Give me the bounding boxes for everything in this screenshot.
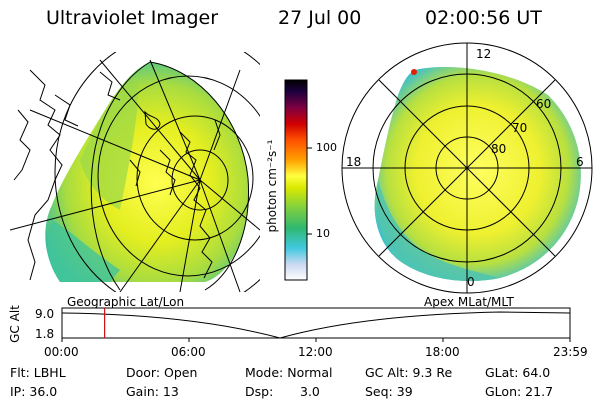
mlat-tick-70: 70 — [512, 121, 528, 135]
mlt-tick-0: 0 — [467, 275, 475, 289]
time-tick-1200: 12:00 — [298, 345, 333, 359]
status-gain: Gain: 13 — [126, 384, 179, 399]
status-seq: Seq: 39 — [365, 384, 413, 399]
apex-auroral-image — [374, 67, 581, 282]
colorbar-tick-100: 100 — [316, 141, 337, 154]
colorbar-unit-label: photon cm⁻²s⁻¹ — [265, 139, 279, 233]
colorbar — [284, 79, 312, 281]
status-filter: Flt: LBHL — [10, 365, 66, 380]
status-ip: IP: 36.0 — [10, 384, 58, 399]
mlt-tick-12: 12 — [476, 47, 492, 61]
mlat-tick-60: 60 — [536, 97, 552, 111]
altitude-ymin: 1.8 — [35, 327, 55, 341]
mlt-tick-18: 18 — [346, 155, 362, 169]
status-mode: Mode: Normal — [245, 365, 333, 380]
status-dsp-value: 3.0 — [300, 384, 320, 399]
status-dsp-label: Dsp: — [245, 384, 274, 399]
image-date: 27 Jul 00 — [278, 7, 362, 29]
time-tick-0000: 00:00 — [44, 345, 79, 359]
status-glat: GLat: 64.0 — [485, 365, 551, 380]
mlat-tick-80: 80 — [491, 142, 507, 156]
altitude-curve — [61, 311, 571, 339]
mlt-tick-6: 6 — [576, 155, 584, 169]
geographic-panel — [10, 52, 260, 292]
colorbar-scale — [284, 79, 308, 281]
apex-panel — [341, 42, 593, 294]
geographic-panel-label: Geographic Lat/Lon — [67, 295, 185, 309]
time-tick-1800: 18:00 — [425, 345, 460, 359]
time-tick-2359: 23:59 — [553, 345, 588, 359]
colorbar-tick-10: 10 — [316, 227, 330, 240]
geographic-auroral-image — [45, 62, 249, 282]
status-gc-alt: GC Alt: 9.3 Re — [365, 365, 453, 380]
apex-panel-label: Apex MLat/MLT — [424, 295, 514, 309]
status-glon: GLon: 21.7 — [485, 384, 554, 399]
altitude-ymax: 9.0 — [35, 307, 55, 321]
image-time: 02:00:56 UT — [425, 7, 542, 29]
altitude-strip — [61, 307, 571, 342]
time-tick-0600: 06:00 — [171, 345, 206, 359]
altitude-axis-label: GC Alt — [8, 305, 22, 343]
instrument-title: Ultraviolet Imager — [46, 7, 219, 29]
status-door: Door: Open — [126, 365, 198, 380]
